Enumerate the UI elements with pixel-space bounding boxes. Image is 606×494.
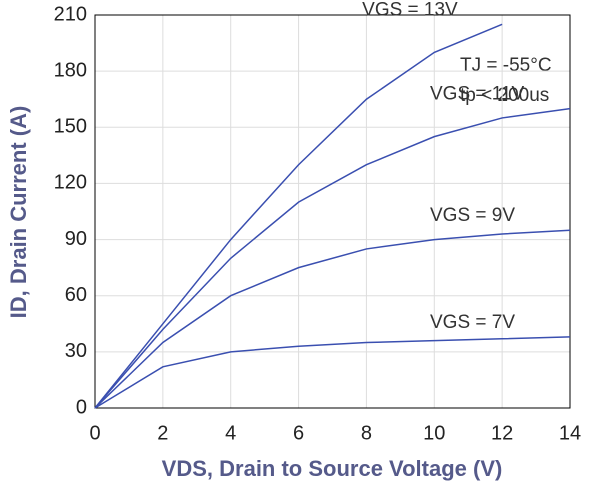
x-tick-label: 10 bbox=[423, 422, 445, 444]
x-tick-label: 8 bbox=[361, 422, 372, 444]
y-tick-label: 180 bbox=[54, 59, 87, 81]
plot-frame bbox=[94, 14, 571, 409]
x-tick-label: 12 bbox=[491, 422, 513, 444]
y-axis-label: ID, Drain Current (A) bbox=[6, 106, 31, 319]
x-tick-label: 2 bbox=[157, 422, 168, 444]
series-label: VGS = 11V bbox=[430, 84, 525, 105]
x-tick-label: 14 bbox=[559, 422, 581, 444]
series-label: VGS = 7V bbox=[430, 312, 515, 333]
x-tick-label: 4 bbox=[225, 422, 236, 444]
y-tick-label: 210 bbox=[54, 3, 87, 25]
y-tick-label: 30 bbox=[65, 340, 87, 362]
y-tick-label: 120 bbox=[54, 172, 87, 194]
y-tick-label: 150 bbox=[54, 116, 87, 138]
series-line bbox=[94, 23, 503, 409]
x-tick-label: 6 bbox=[293, 422, 304, 444]
x-axis-label: VDS, Drain to Source Voltage (V) bbox=[162, 456, 503, 481]
series-line bbox=[94, 229, 571, 409]
series-line bbox=[94, 336, 571, 409]
annotation: TJ = -55°C bbox=[460, 55, 552, 76]
y-tick-label: 60 bbox=[65, 284, 87, 306]
series-line bbox=[94, 107, 571, 409]
series-label: VGS = 13V bbox=[362, 0, 458, 20]
y-tick-label: 0 bbox=[76, 396, 87, 418]
series-label: VGS = 9V bbox=[430, 205, 515, 226]
y-tick-label: 90 bbox=[65, 228, 87, 250]
x-tick-label: 0 bbox=[89, 422, 100, 444]
annotation: tp < 200us bbox=[460, 85, 549, 106]
